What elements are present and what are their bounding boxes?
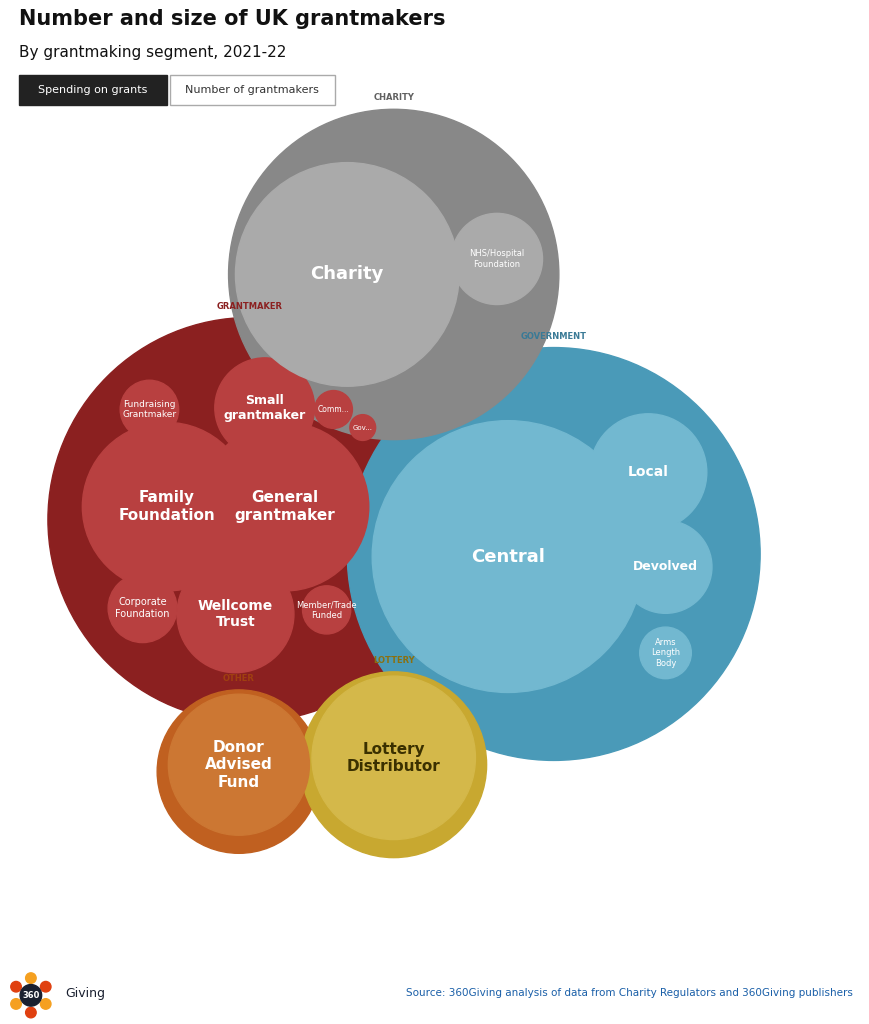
Text: NHS/Hospital
Foundation: NHS/Hospital Foundation bbox=[468, 249, 524, 268]
Text: CHARITY: CHARITY bbox=[373, 93, 414, 102]
Circle shape bbox=[200, 422, 368, 591]
Circle shape bbox=[157, 690, 321, 853]
Circle shape bbox=[10, 981, 21, 992]
Circle shape bbox=[349, 415, 375, 440]
Circle shape bbox=[169, 694, 309, 836]
Text: Small
grantmaker: Small grantmaker bbox=[223, 394, 306, 422]
Circle shape bbox=[347, 347, 760, 761]
Circle shape bbox=[25, 1008, 36, 1018]
Circle shape bbox=[41, 998, 51, 1010]
Text: Member/Trade
Funded: Member/Trade Funded bbox=[296, 600, 356, 620]
Circle shape bbox=[120, 380, 178, 438]
Text: Number and size of UK grantmakers: Number and size of UK grantmakers bbox=[19, 8, 445, 29]
Text: Charity: Charity bbox=[310, 265, 383, 284]
Text: Spending on grants: Spending on grants bbox=[38, 85, 148, 95]
Circle shape bbox=[235, 163, 459, 386]
Circle shape bbox=[451, 213, 542, 304]
Text: Local: Local bbox=[627, 465, 668, 479]
Circle shape bbox=[315, 390, 352, 428]
Circle shape bbox=[589, 414, 706, 530]
Circle shape bbox=[312, 676, 474, 840]
Circle shape bbox=[215, 357, 315, 458]
Circle shape bbox=[301, 672, 486, 858]
Circle shape bbox=[372, 421, 643, 692]
FancyBboxPatch shape bbox=[169, 76, 335, 105]
FancyBboxPatch shape bbox=[19, 76, 167, 105]
Circle shape bbox=[619, 520, 711, 613]
Text: Number of grantmakers: Number of grantmakers bbox=[185, 85, 319, 95]
Text: Arms
Length
Body: Arms Length Body bbox=[650, 638, 680, 668]
Circle shape bbox=[83, 422, 250, 591]
Circle shape bbox=[176, 556, 294, 673]
Text: Family
Foundation: Family Foundation bbox=[118, 490, 215, 523]
Text: Comm...: Comm... bbox=[317, 404, 349, 414]
Text: Fundraising
Grantmaker: Fundraising Grantmaker bbox=[123, 399, 176, 419]
Text: LOTTERY: LOTTERY bbox=[373, 656, 414, 665]
Text: 360: 360 bbox=[23, 991, 39, 999]
Text: GOVERNMENT: GOVERNMENT bbox=[521, 332, 586, 341]
Text: Giving: Giving bbox=[65, 987, 105, 999]
Circle shape bbox=[639, 627, 691, 679]
Text: Lottery
Distributor: Lottery Distributor bbox=[347, 741, 440, 774]
Text: OTHER: OTHER bbox=[222, 674, 255, 683]
Circle shape bbox=[48, 317, 452, 722]
Text: GRANTMAKER: GRANTMAKER bbox=[217, 301, 282, 310]
Circle shape bbox=[25, 973, 36, 983]
Circle shape bbox=[108, 573, 176, 643]
Text: Source: 360Giving analysis of data from Charity Regulators and 360Giving publish: Source: 360Giving analysis of data from … bbox=[405, 988, 852, 998]
Text: By grantmaking segment, 2021-22: By grantmaking segment, 2021-22 bbox=[19, 45, 286, 60]
Text: Donor
Advised
Fund: Donor Advised Fund bbox=[205, 739, 273, 790]
Circle shape bbox=[229, 110, 558, 439]
Circle shape bbox=[20, 984, 42, 1007]
Circle shape bbox=[41, 981, 51, 992]
Text: Devolved: Devolved bbox=[633, 560, 697, 573]
Text: General
grantmaker: General grantmaker bbox=[234, 490, 335, 523]
Circle shape bbox=[302, 586, 350, 634]
Text: Central: Central bbox=[471, 548, 544, 565]
Text: Wellcome
Trust: Wellcome Trust bbox=[197, 599, 273, 630]
Text: Corporate
Foundation: Corporate Foundation bbox=[116, 597, 169, 618]
Text: Gov...: Gov... bbox=[352, 425, 372, 430]
Circle shape bbox=[10, 998, 21, 1010]
